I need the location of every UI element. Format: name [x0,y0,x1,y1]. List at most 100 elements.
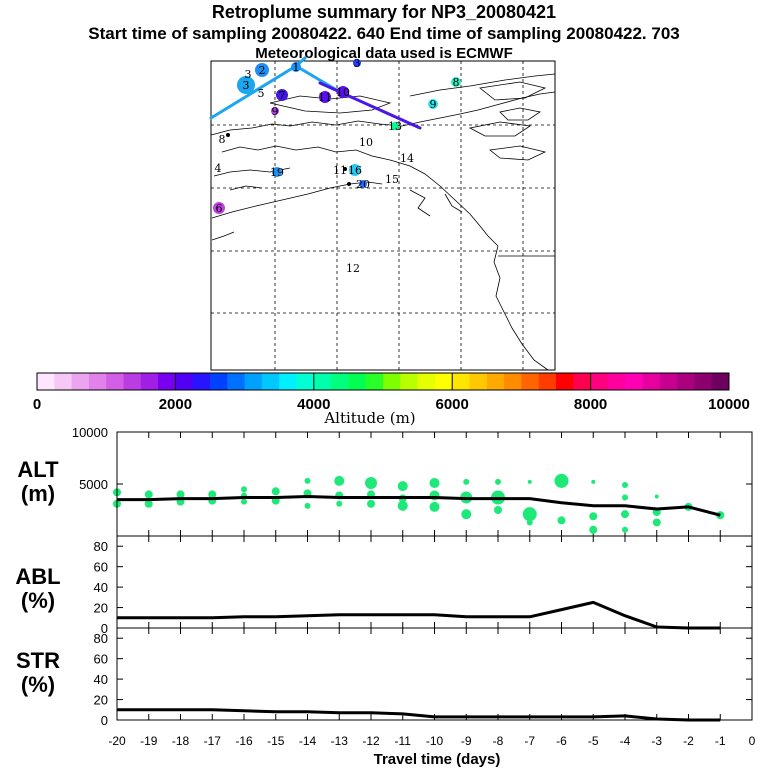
map-marker-label: 14 [400,152,414,165]
colorbar-ticks [36,373,730,390]
alt-scatter-point [621,510,629,519]
trajectory-violet [318,81,422,130]
alt-scatter-point [463,478,470,485]
map-marker-dot [276,89,288,101]
alt-scatter-point [429,501,440,512]
map-point [347,182,351,186]
alt-scatter-point [397,500,408,511]
colorbar-cell [365,373,384,390]
map-point [226,133,230,137]
str-panel: STR (%) 0 20 40 60 80 [16,627,753,728]
str-frame [116,627,753,721]
x-tick-label: -10 [426,734,444,748]
colorbar-cell [88,373,107,390]
colorbar-cell [261,373,280,390]
colorbar-cell [659,373,678,390]
colorbar-cell [296,373,315,390]
alt-scatter-point [241,498,247,505]
x-tick-labels: -20 -19 -18 -17 -16 -15 -14 -13 -12 -11 -10 -9 -8 -7-… [108,734,755,748]
map-marker-label: 10 [336,86,350,99]
map-marker-dot [391,122,399,130]
map-marker-dot [319,91,331,103]
map-marker-label: 11 [333,164,347,177]
colorbar-cell [469,373,488,390]
alt-scatter-point [336,500,343,507]
x-axis-title: Travel time (days) [374,751,501,768]
colorbar-cell [175,373,194,390]
colorbar-cell [348,373,367,390]
colorbar-cell [192,373,211,390]
alt-scatter-point [365,476,377,489]
x-tick-label: -13 [331,734,349,748]
alt-scatter-point [461,509,472,520]
map-marker-label: 13 [388,120,402,133]
alt-scatter-point [589,525,598,534]
colorbar-cell [642,373,661,390]
alt-scatter-point [554,473,569,488]
x-tick-label: -12 [362,734,380,748]
colorbar-cell [694,373,713,390]
map-marker-label: 1 [293,61,300,74]
colorbar-cell [227,373,246,390]
alt-scatter-point [304,477,311,484]
alt-scatter-point [429,477,440,488]
abl-label: ABL [15,564,60,589]
map-marker-label: 12 [346,262,360,275]
alt-scatter-point [494,506,502,514]
x-tick-label: -15 [267,734,285,748]
colorbar-cell [607,373,626,390]
colorbar-cell [106,373,124,390]
map-marker-label: 20 [356,178,370,191]
abl-line [117,600,721,630]
colorbar-cells [37,373,730,390]
map-marker-dot [237,76,255,94]
map-marker-label: 6 [216,202,223,215]
map-marker-label: 8 [453,76,460,89]
str-line [117,708,721,722]
alt-scatter-point [654,494,659,499]
colorbar-cell [54,373,73,390]
colorbar-cell [140,373,159,390]
x-tick-label: -2 [683,734,694,748]
str-y-tick-label: 20 [94,693,108,708]
alt-scatter-point [526,519,533,526]
colorbar-cell [711,373,730,390]
plot-title: Retroplume summary for NP3_20080421 [211,2,557,22]
alt-scatter-point [397,481,408,492]
alt-scatter-point [495,478,501,485]
alt-scatter-point [622,526,628,533]
colorbar-cell [313,373,332,390]
alt-y-tick-label: 5000 [79,477,108,492]
map-marker-label: 3 [245,68,252,81]
map-coastlines [210,73,556,371]
alt-panel: ALT (m) 5000 10000 [17,425,753,537]
colorbar-cell [434,373,453,390]
alt-scatter-point [144,499,153,508]
alt-scatter-point [241,486,247,493]
colorbar-tick-label: 4000 [297,396,330,413]
alt-scatter-point [271,487,280,496]
map-marker-dot [291,62,301,72]
x-tick-label: -14 [299,734,317,748]
alt-unit: (m) [21,481,55,506]
map-marker-label: 9 [430,98,437,111]
x-tick-label: -20 [108,734,126,748]
colorbar-tick-label: 2000 [159,396,192,413]
map-marker-label: 4 [215,162,222,175]
colorbar-tick-labels: 0 2000 4000 6000 8000 10000 [33,396,750,413]
alt-scatter-point [622,494,628,501]
colorbar-cell [331,373,349,390]
map-marker-label: 16 [348,164,362,177]
alt-scatter-point [622,482,628,489]
colorbar-cell [504,373,522,390]
map-marker-dot [349,164,361,176]
map-marker-label: 11 [318,91,332,104]
map-marker-label: 3 [243,79,250,92]
abl-y-tick-label: 0 [101,621,108,636]
alt-scatter-point [652,518,661,527]
map-marker-label: 8 [219,133,226,146]
map-marker-label: 19 [270,166,284,179]
